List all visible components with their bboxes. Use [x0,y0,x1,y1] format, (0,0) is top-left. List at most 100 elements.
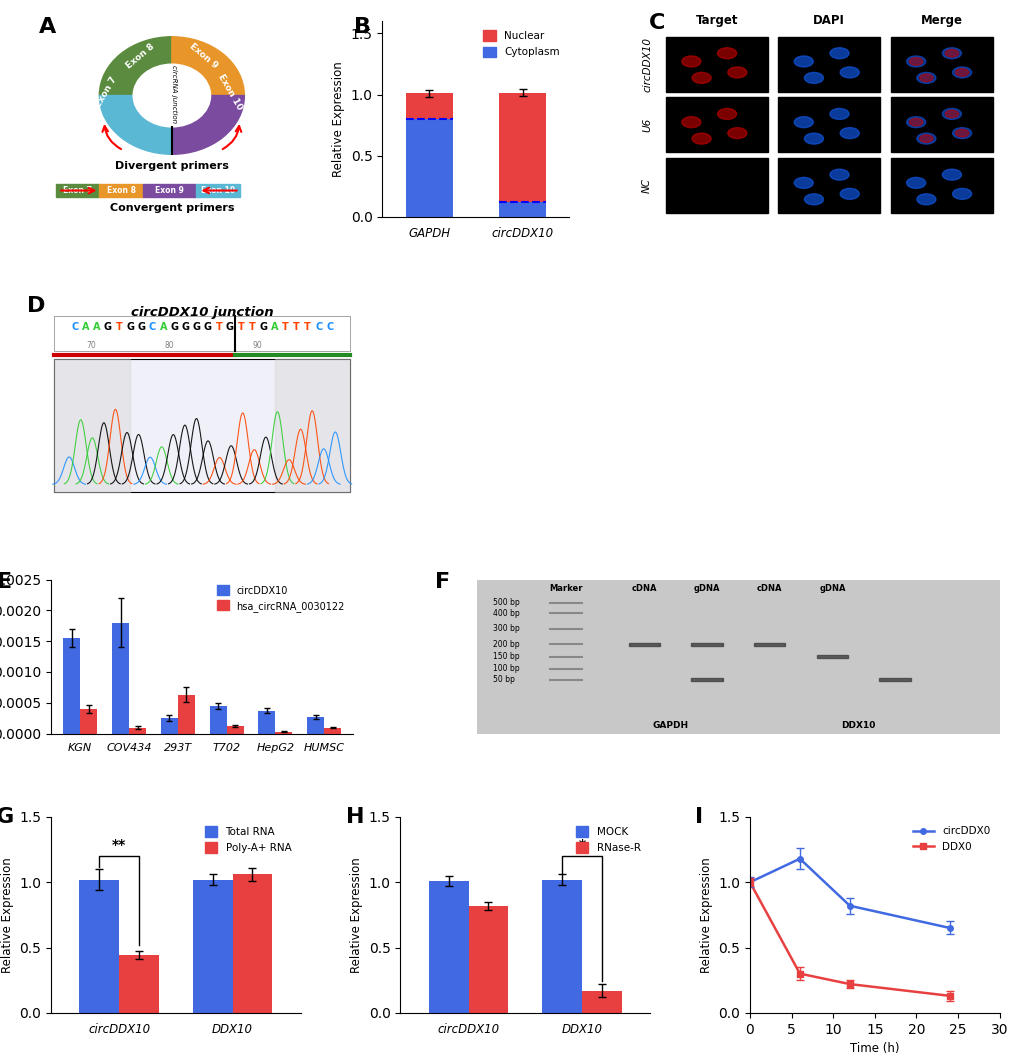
Legend: Total RNA, Poly-A+ RNA: Total RNA, Poly-A+ RNA [201,822,296,858]
Bar [196,184,239,197]
Bar [691,642,722,646]
Circle shape [906,177,925,189]
circDDX0 [943,922,955,935]
Circle shape [952,128,971,138]
Wedge shape [171,37,245,96]
Bar [428,881,468,1013]
Text: Exon 7: Exon 7 [94,75,119,109]
Bar [54,316,351,351]
Text: DDX10: DDX10 [841,722,875,730]
Legend: circDDX0, DDX0: circDDX0, DDX0 [908,822,994,856]
DDX0 [843,978,855,991]
Circle shape [916,194,935,205]
Text: 100 bp: 100 bp [492,665,519,673]
Circle shape [906,56,925,66]
Text: 300 bp: 300 bp [492,625,519,633]
Text: F: F [435,572,450,592]
Text: T: T [281,322,288,332]
Circle shape [945,50,958,57]
Bar [129,728,146,733]
Bar [816,655,847,658]
Circle shape [794,117,812,128]
Bar [119,956,159,1013]
Text: Convergent primers: Convergent primers [109,203,234,213]
Bar [63,638,81,733]
Bar [99,184,143,197]
Text: gDNA: gDNA [818,584,845,593]
Circle shape [681,56,700,66]
Y-axis label: Relative Expression: Relative Expression [1,857,13,973]
Legend: MOCK, RNase-R: MOCK, RNase-R [572,822,644,858]
Circle shape [942,169,961,180]
Circle shape [919,74,932,81]
Text: 500 bp: 500 bp [492,598,519,608]
Bar [777,158,879,213]
Circle shape [716,47,736,59]
circDDX0 [793,852,805,865]
Text: G: G [104,322,112,332]
Bar [691,678,722,682]
Text: Exon 7: Exon 7 [63,186,92,195]
Circle shape [909,58,922,65]
Bar [307,717,324,733]
Circle shape [945,110,958,118]
Text: circDDX10 junction: circDDX10 junction [130,306,273,320]
Bar [498,202,545,217]
Text: 90: 90 [253,341,262,350]
Bar [143,184,196,197]
Text: I: I [694,807,702,827]
Text: T: T [115,322,122,332]
Text: C: C [149,322,156,332]
Text: Target: Target [695,14,738,27]
Circle shape [691,73,710,83]
Bar [628,642,659,646]
Text: 50 bp: 50 bp [492,675,515,685]
Text: D: D [26,296,45,316]
Circle shape [728,128,746,138]
Bar [777,37,879,92]
Text: G: G [126,322,135,332]
Line: DDX0: DDX0 [747,880,952,999]
Text: *: * [578,838,585,852]
Bar [232,875,272,1013]
Circle shape [840,189,858,199]
Text: C: C [326,322,333,332]
Bar [193,880,232,1013]
Text: T: T [249,322,255,332]
Circle shape [952,66,971,78]
Bar [753,642,785,646]
Text: G: G [0,807,14,827]
Circle shape [794,177,812,189]
Circle shape [133,64,210,127]
Text: 200 bp: 200 bp [492,639,519,649]
Bar [777,97,879,152]
Bar [665,97,767,152]
Text: cDNA: cDNA [756,584,782,593]
Text: Exon 8: Exon 8 [107,186,136,195]
Text: Exon 9: Exon 9 [187,42,219,71]
Bar [498,93,545,202]
Text: Exon 10: Exon 10 [216,72,244,111]
Text: C: C [71,322,78,332]
Bar [275,732,292,733]
Bar [665,158,767,213]
Text: G: G [259,322,267,332]
Text: Exon 9: Exon 9 [155,186,183,195]
Text: G: G [204,322,212,332]
Text: Exon 8: Exon 8 [124,42,156,71]
Circle shape [942,47,961,59]
Wedge shape [99,96,171,154]
Y-axis label: Relative Expression: Relative Expression [350,857,363,973]
Circle shape [909,118,922,126]
Bar [79,880,119,1013]
Text: G: G [193,322,201,332]
Text: 400 bp: 400 bp [492,609,519,618]
Circle shape [952,189,971,199]
Bar [56,184,99,197]
Text: Merge: Merge [920,14,962,27]
X-axis label: Time (h): Time (h) [849,1042,899,1055]
Circle shape [916,73,935,83]
Text: DAPI: DAPI [812,14,845,27]
Bar [406,93,452,119]
Wedge shape [99,37,171,96]
